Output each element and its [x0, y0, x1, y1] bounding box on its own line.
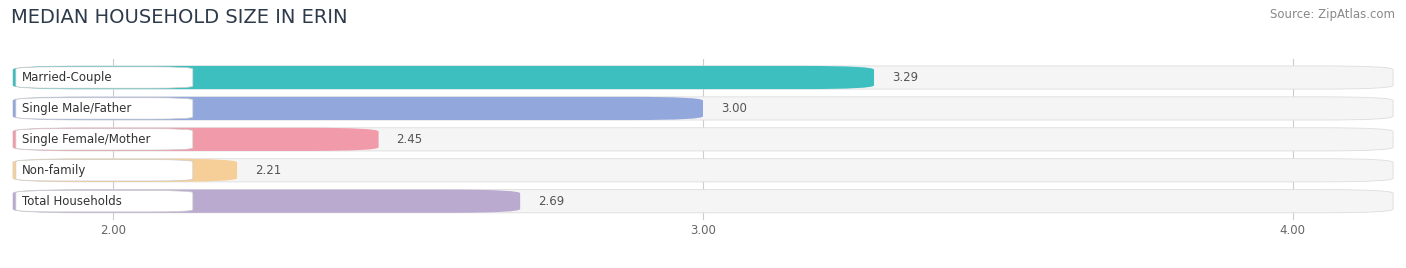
Text: 2.21: 2.21	[254, 164, 281, 177]
Text: Source: ZipAtlas.com: Source: ZipAtlas.com	[1270, 8, 1395, 21]
FancyBboxPatch shape	[13, 190, 1393, 213]
FancyBboxPatch shape	[15, 98, 193, 119]
FancyBboxPatch shape	[13, 97, 703, 120]
Text: Non-family: Non-family	[21, 164, 86, 177]
Text: Single Female/Mother: Single Female/Mother	[21, 133, 150, 146]
Text: 3.29: 3.29	[891, 71, 918, 84]
Text: Total Households: Total Households	[21, 195, 122, 208]
FancyBboxPatch shape	[15, 129, 193, 150]
FancyBboxPatch shape	[13, 66, 875, 89]
FancyBboxPatch shape	[13, 128, 1393, 151]
Text: 3.00: 3.00	[721, 102, 747, 115]
FancyBboxPatch shape	[13, 66, 1393, 89]
Text: 2.69: 2.69	[538, 195, 564, 208]
Text: Single Male/Father: Single Male/Father	[21, 102, 131, 115]
FancyBboxPatch shape	[13, 159, 238, 182]
FancyBboxPatch shape	[15, 191, 193, 212]
Text: 2.45: 2.45	[396, 133, 422, 146]
FancyBboxPatch shape	[15, 160, 193, 181]
Text: Married-Couple: Married-Couple	[21, 71, 112, 84]
FancyBboxPatch shape	[13, 97, 1393, 120]
FancyBboxPatch shape	[13, 128, 378, 151]
Text: MEDIAN HOUSEHOLD SIZE IN ERIN: MEDIAN HOUSEHOLD SIZE IN ERIN	[11, 8, 347, 27]
FancyBboxPatch shape	[13, 159, 1393, 182]
FancyBboxPatch shape	[15, 67, 193, 88]
FancyBboxPatch shape	[13, 190, 520, 213]
